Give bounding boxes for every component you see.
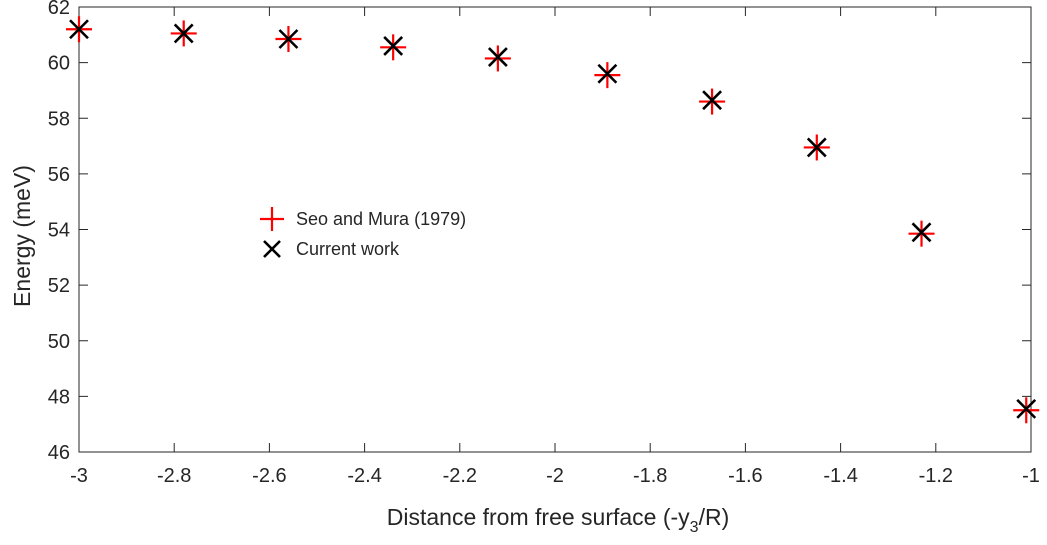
- data-point-cross: [702, 90, 722, 111]
- y-tick-label: 62: [48, 0, 70, 19]
- plot-border: [78, 6, 1032, 453]
- plot-frame: [78, 6, 1032, 453]
- x-tick-label: -1.2: [919, 465, 953, 487]
- x-tick-label: -1.6: [728, 465, 762, 487]
- x-tick-label: -2.8: [157, 465, 191, 487]
- data-point-cross: [487, 47, 508, 67]
- x-tick-label: -2.2: [443, 465, 477, 487]
- x-tick-label: -2: [546, 465, 564, 487]
- legend-label: Seo and Mura (1979): [296, 209, 466, 229]
- y-tick-label: 50: [48, 331, 70, 353]
- y-tick-label: 54: [48, 220, 70, 242]
- data-point-cross: [173, 23, 194, 44]
- legend-marker-plus: [260, 207, 284, 231]
- y-tick-label: 48: [48, 386, 70, 408]
- x-tick-label: -3: [70, 465, 88, 487]
- x-tick-label: -1.4: [823, 465, 857, 487]
- series-seo-mura: [66, 16, 1040, 424]
- legend: Seo and Mura (1979) Current work: [260, 207, 466, 259]
- series-layer: [66, 16, 1040, 424]
- x-tick-label: -2.6: [252, 465, 286, 487]
- data-point-cross: [911, 222, 932, 243]
- data-point-cross: [597, 63, 618, 84]
- x-axis-label: Distance from free surface (-y3/R): [387, 504, 730, 536]
- series-current-work: [69, 19, 1037, 419]
- legend-label: Current work: [296, 239, 400, 259]
- data-point-cross: [278, 29, 299, 49]
- x-axis-label-subscript: 3: [690, 519, 699, 536]
- x-axis-label-suffix: /R): [699, 504, 730, 530]
- x-axis-label-prefix: Distance from free surface (-y: [387, 504, 690, 530]
- y-tick-label: 46: [48, 442, 70, 464]
- data-point-cross: [69, 19, 89, 40]
- legend-marker-cross: [263, 240, 281, 258]
- y-axis-label: Energy (meV): [9, 165, 35, 307]
- data-point-cross: [806, 137, 827, 158]
- y-tick-label: 52: [48, 275, 70, 297]
- y-axis-ticks: 46 48 50 52 54 56 58 60 62: [48, 0, 1031, 464]
- data-point-cross: [383, 36, 404, 56]
- x-tick-label: -2.4: [347, 465, 381, 487]
- x-axis-ticks: -3 -2.8 -2.6 -2.4 -2.2 -2 -1.8 -1.6 -1.4 -1.2 -1: [70, 7, 1040, 487]
- data-point-cross: [1016, 398, 1037, 419]
- y-tick-label: 56: [48, 164, 70, 186]
- x-tick-label: -1: [1022, 465, 1040, 487]
- y-tick-label: 58: [48, 108, 70, 130]
- x-tick-label: -1.8: [633, 465, 667, 487]
- y-tick-label: 60: [48, 53, 70, 75]
